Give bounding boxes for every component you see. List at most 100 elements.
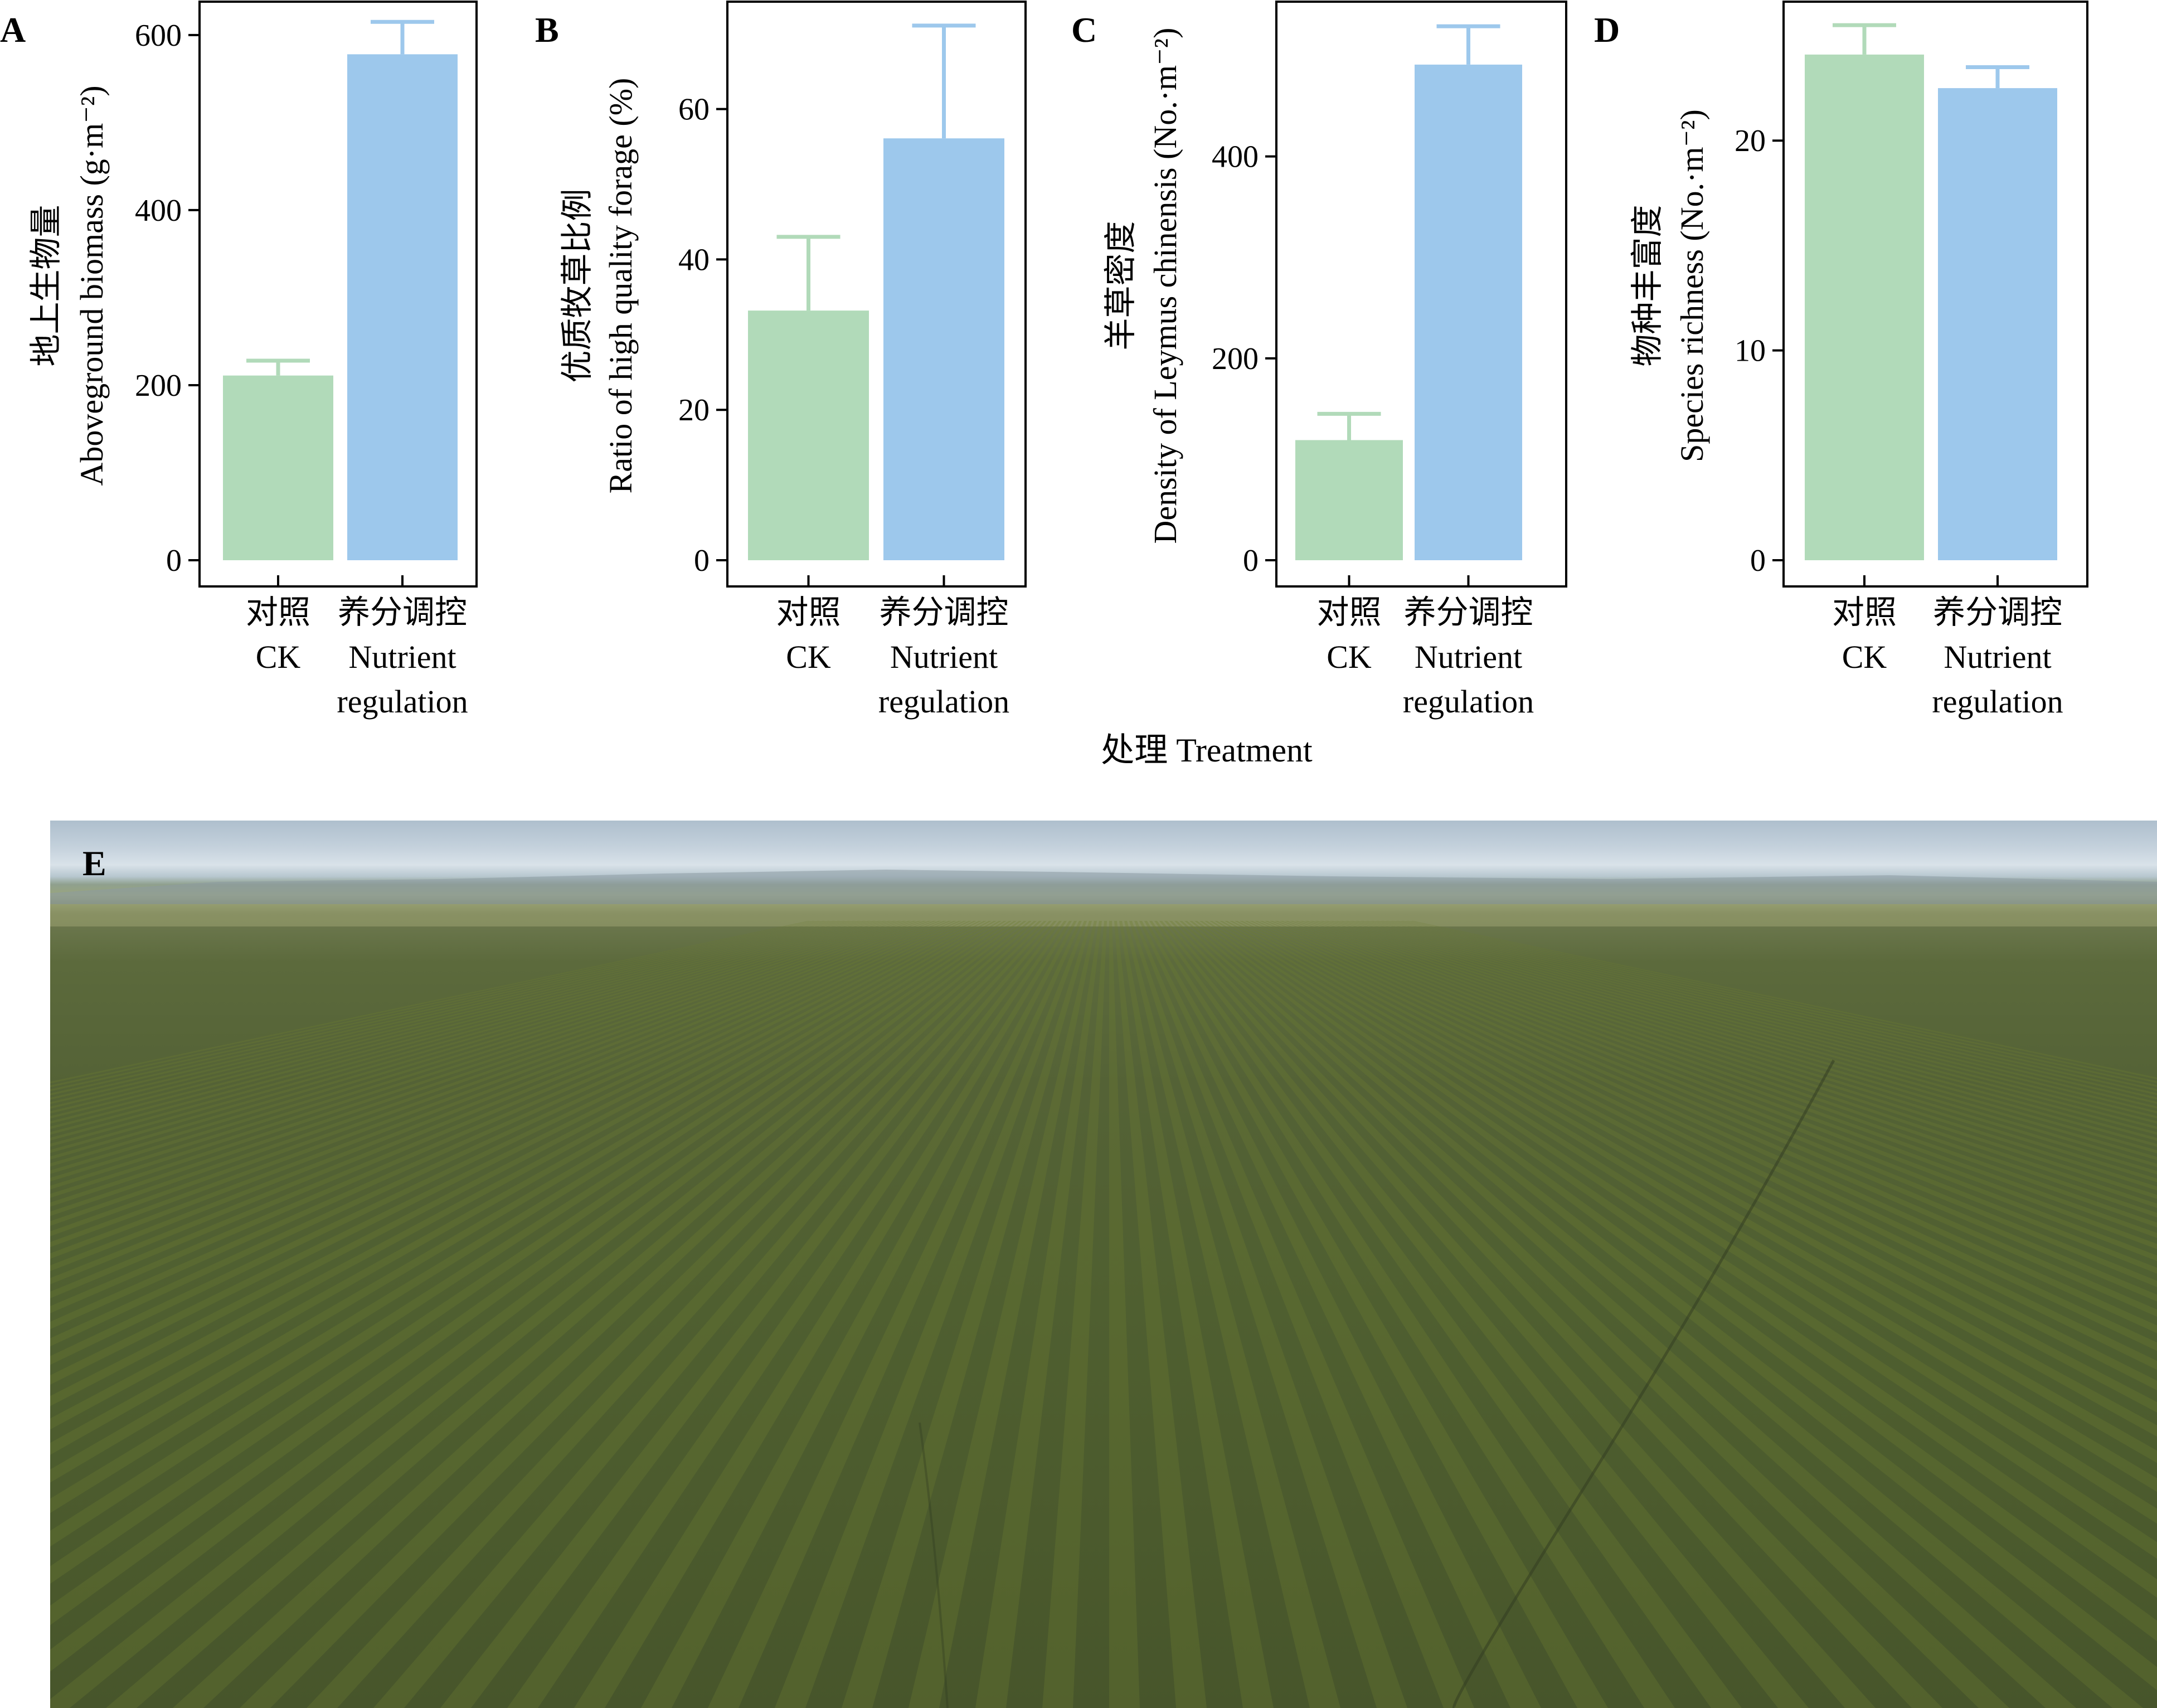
mowing-stripe (1355, 921, 2157, 1129)
mowing-stripe (1395, 921, 2157, 1091)
x-category-line: 对照 (246, 594, 310, 630)
mowing-stripe (1405, 921, 2157, 1083)
mowing-stripe (1385, 921, 2157, 1100)
x-category-line: Nutrient (348, 639, 456, 675)
x-category-line: Nutrient (890, 639, 998, 675)
mowing-stripe (173, 921, 1042, 1708)
mowing-stripe (307, 921, 1052, 1708)
x-category-line: CK (256, 639, 301, 675)
shared-x-axis-title: 处理 Treatment (1101, 732, 1313, 769)
bar (347, 54, 458, 560)
mowing-stripe (50, 921, 1032, 1708)
mowing-stripe (1295, 921, 2157, 1217)
mowing-stripe (909, 921, 1097, 1708)
bar (1415, 64, 1522, 560)
mowing-stripe (1134, 921, 1474, 1708)
y-axis-title-line: 优质牧草比例 (559, 188, 595, 382)
y-tick-label: 0 (694, 544, 710, 578)
mowing-stripe (50, 921, 936, 1248)
mowing-stripe (1199, 921, 2157, 1598)
mowing-stripe (1370, 921, 2157, 1114)
mowing-stripe (50, 921, 871, 1141)
mowing-stripe (50, 921, 826, 1096)
bar (1805, 54, 1924, 560)
mowing-stripe (1305, 921, 2157, 1199)
y-axis-title-line: Species richness (No.·m⁻²) (1674, 109, 1710, 462)
vehicle-track (1452, 1059, 1835, 1708)
mowing-stripe (50, 921, 966, 1329)
x-category-label: 养分调控 Nutrient regulation (878, 594, 1009, 720)
mowing-stripe (1325, 921, 2157, 1167)
mowing-stripe (1042, 921, 1107, 1708)
mowing-stripe (1375, 921, 2157, 1109)
mowing-stripe (50, 921, 816, 1088)
bar (883, 138, 1004, 560)
x-category-line: CK (786, 639, 831, 675)
mowing-stripe (50, 921, 997, 1455)
panel-a: A 0 200 400 600 对照 CK 养分调控 Nutrient regulation 地上生… (0, 1, 478, 720)
mowing-stripe (1184, 921, 2143, 1708)
panel-letter: D (1594, 10, 1620, 50)
mowing-stripe (50, 921, 811, 1084)
mowing-stripe (1270, 921, 2157, 1274)
y-axis-title-line: 羊草密度 (1102, 221, 1139, 350)
mowing-stripe (1139, 921, 1541, 1708)
x-category-line: Nutrient (1415, 639, 1522, 675)
x-category-label: 对照 CK (1316, 594, 1381, 675)
mowing-stripe (50, 921, 856, 1124)
x-category-label: 养分调控 Nutrient regulation (1932, 594, 2063, 720)
mowing-stripe (50, 921, 851, 1119)
x-category-label: 养分调控 Nutrient regulation (337, 594, 468, 720)
mowing-stripe (1189, 921, 2157, 1691)
y-axis-title-line: 物种丰富度 (1629, 205, 1665, 366)
mowing-stripe (106, 921, 1037, 1708)
mowing-stripe (1204, 921, 2157, 1559)
y-tick-label: 20 (1735, 124, 1766, 158)
mowing-stripe (1360, 921, 2157, 1124)
y-tick-label: 0 (1243, 544, 1259, 578)
bar (1938, 88, 2057, 560)
y-tick-label: 10 (1735, 334, 1766, 368)
bar (223, 375, 333, 560)
x-category-line: 对照 (1832, 594, 1897, 630)
x-category-label: 养分调控 Nutrient regulation (1403, 594, 1534, 720)
bar (748, 310, 869, 560)
panel-letter: B (535, 10, 559, 50)
bar (1295, 440, 1403, 560)
y-axis-title-line: Aboveground biomass (g·m⁻²) (74, 85, 110, 486)
x-category-label: 对照 CK (1832, 594, 1897, 675)
mowing-stripe (1149, 921, 1675, 1708)
mowing-stripe (1350, 921, 2157, 1135)
mowing-stripe (1365, 921, 2157, 1119)
x-category-line: regulation (337, 683, 468, 720)
y-tick-label: 0 (1750, 544, 1766, 578)
mowing-stripe (1159, 921, 1809, 1708)
y-tick-label: 20 (678, 393, 710, 428)
mowing-stripe (1280, 921, 2157, 1249)
panel-b: B 0 20 40 60 对照 CK 养分调控 Nutrient regulation 优质牧草比例… (535, 1, 1027, 720)
mowing-stripe (1109, 921, 1140, 1708)
mowing-stripe (1400, 921, 2157, 1087)
y-tick-label: 200 (135, 368, 182, 403)
mowing-stripe (1129, 921, 1407, 1708)
y-tick-label: 400 (1212, 140, 1259, 174)
panel-letter: A (0, 10, 26, 50)
distant-fields (50, 904, 2157, 926)
mowing-stripe (1260, 921, 2157, 1302)
mowing-stripe (50, 921, 941, 1259)
mowing-stripe (1345, 921, 2157, 1141)
panel-letter: C (1071, 10, 1097, 50)
mowing-stripe (507, 921, 1067, 1708)
y-tick-label: 200 (1212, 342, 1259, 376)
x-category-line: Nutrient (1944, 639, 2051, 675)
mowing-stripe (775, 921, 1087, 1708)
panel-d: D 0 10 20 对照 CK 养分调控 Nutrient regulation 物种丰富度 Spe… (1594, 1, 2088, 720)
y-axis-title-line: 地上生物量 (28, 205, 64, 366)
x-category-line: 对照 (1316, 594, 1381, 630)
mowing-stripe (641, 921, 1077, 1708)
y-axis-title-line: Density of Leymus chinensis (No.·m⁻²) (1147, 28, 1183, 544)
mowing-stripe (1335, 921, 2157, 1153)
mowing-stripe (1320, 921, 2157, 1175)
x-category-line: 养分调控 (879, 594, 1008, 630)
